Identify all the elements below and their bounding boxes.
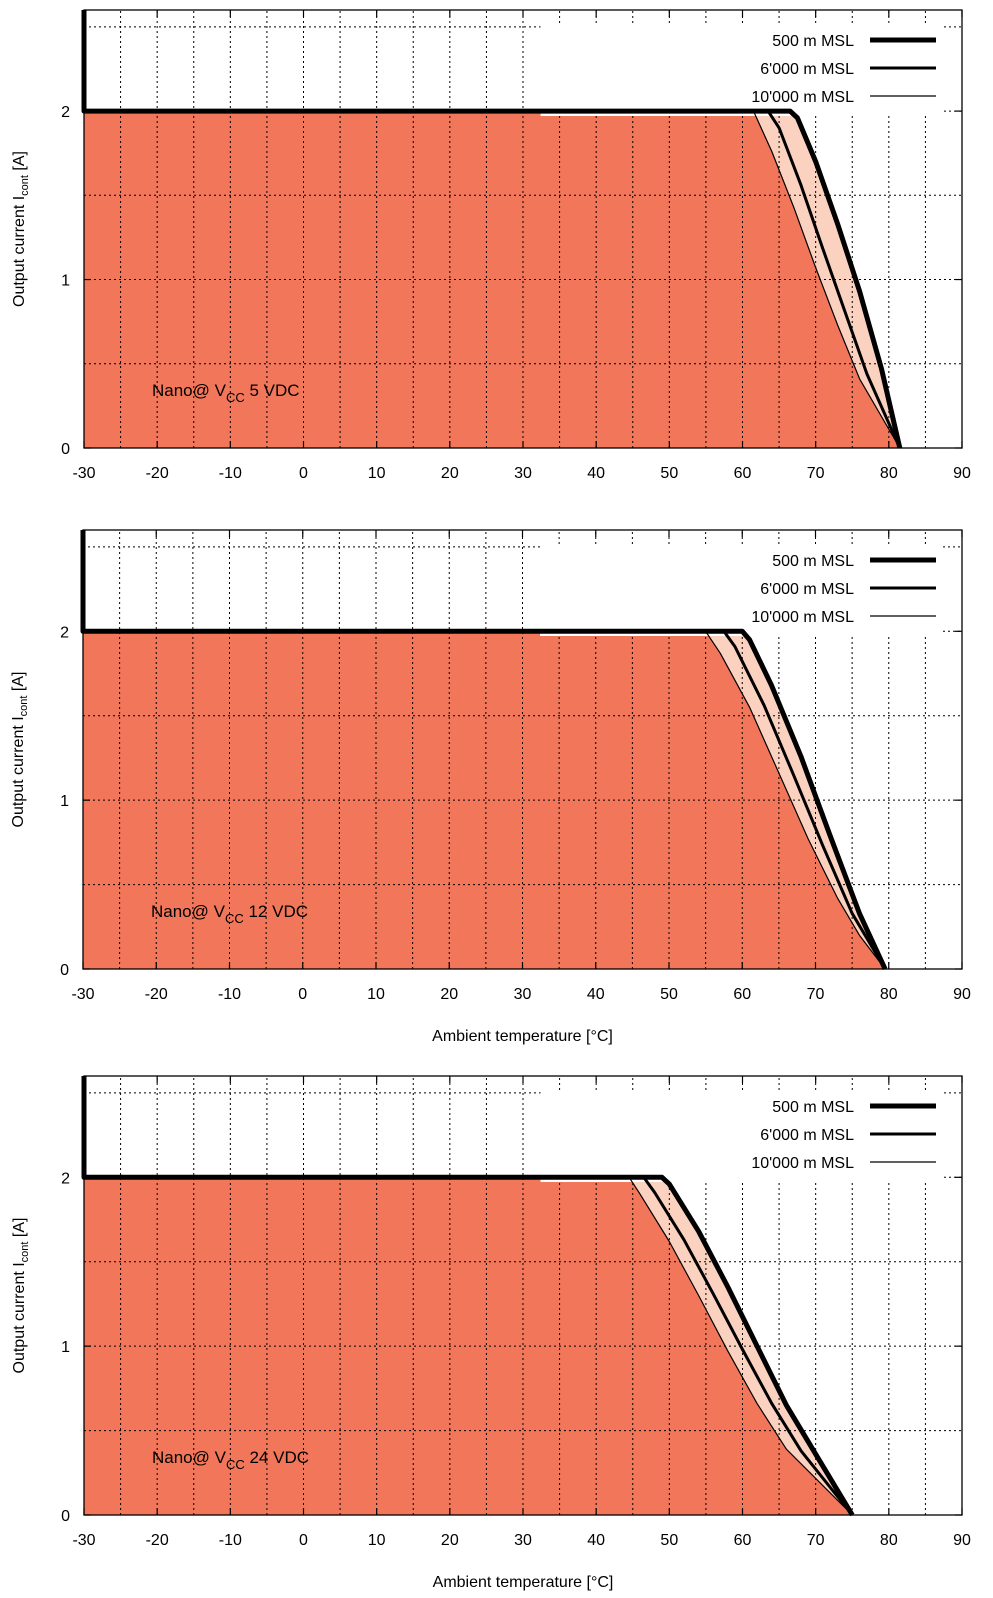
- x-tick-label: -10: [218, 986, 241, 1003]
- y-axis-title: Output current Icont [A]: [10, 672, 30, 828]
- x-tick-label: 40: [587, 986, 605, 1003]
- voltage-annotation: Nano@ VCC 24 VDC: [152, 1448, 309, 1472]
- x-tick-label: 40: [587, 1532, 605, 1549]
- legend-2: 500 m MSL 6'000 m MSL 10'000 m MSL: [540, 544, 942, 636]
- voltage-annotation: Nano@ VCC 12 VDC: [151, 902, 308, 926]
- y-axis-title-sub: cont: [19, 175, 31, 196]
- x-tick-label: -30: [72, 1532, 95, 1549]
- y-tick-label: 1: [61, 1339, 70, 1356]
- annotation-suffix: 5 VDC: [245, 381, 300, 400]
- y-axis-title-text: Output current I: [10, 716, 27, 827]
- x-tick-label: -20: [146, 465, 169, 482]
- y-axis-title-text: Output current I: [11, 1262, 28, 1373]
- annotation-subscript: CC: [226, 390, 245, 405]
- legend-label-2: 6'000 m MSL: [760, 61, 854, 78]
- legend-label-3: 10'000 m MSL: [751, 1155, 854, 1172]
- y-axis-title-unit: [A]: [10, 672, 27, 696]
- x-tick-label: 30: [514, 986, 532, 1003]
- series-line-2: [83, 629, 887, 970]
- legend-label-2: 6'000 m MSL: [760, 581, 854, 598]
- x-tick-label: 50: [660, 1532, 678, 1549]
- x-tick-label: -20: [145, 986, 168, 1003]
- series-line-2: [84, 109, 902, 449]
- legend-3: 500 m MSL 6'000 m MSL 10'000 m MSL: [540, 1090, 942, 1182]
- y-tick-label: 2: [61, 1170, 70, 1187]
- y-axis-title-unit: [A]: [11, 151, 28, 175]
- annotation-suffix: 24 VDC: [245, 1448, 309, 1467]
- x-tick-label: -10: [219, 465, 242, 482]
- y-axis-title: Output current Icont [A]: [11, 151, 31, 307]
- chart-2: 500 m MSL 6'000 m MSL 10'000 m MSL -30 -20 -1…: [10, 529, 971, 1045]
- y-tick-label: 1: [61, 273, 70, 290]
- x-tick-label: -30: [71, 986, 94, 1003]
- y-axis-title-sub: cont: [18, 696, 30, 717]
- x-tick-label: 20: [441, 465, 459, 482]
- annotation-prefix: Nano@ V: [152, 1448, 227, 1467]
- x-tick-label: 60: [733, 986, 751, 1003]
- x-tick-label: 60: [734, 465, 752, 482]
- annotation-suffix: 12 VDC: [244, 902, 308, 921]
- chart-3: 500 m MSL 6'000 m MSL 10'000 m MSL -30 -20 -1…: [11, 1075, 971, 1591]
- x-tick-label: 0: [299, 465, 308, 482]
- x-tick-label: 0: [298, 986, 307, 1003]
- legend-label-3: 10'000 m MSL: [751, 609, 854, 626]
- x-tick-label: -30: [72, 465, 95, 482]
- x-tick-label: 10: [368, 1532, 386, 1549]
- x-tick-label: 20: [440, 986, 458, 1003]
- legend-label-1: 500 m MSL: [772, 553, 854, 570]
- y-axis-title-unit: [A]: [11, 1218, 28, 1242]
- x-tick-label: 50: [660, 986, 678, 1003]
- legend-label-1: 500 m MSL: [772, 33, 854, 50]
- x-tick-label: 90: [953, 465, 971, 482]
- series-line-2: [84, 1175, 854, 1516]
- x-tick-label: 70: [807, 1532, 825, 1549]
- x-axis-title: Ambient temperature [°C]: [432, 1028, 613, 1045]
- x-tick-label: 40: [587, 465, 605, 482]
- legend-label-3: 10'000 m MSL: [751, 89, 854, 106]
- y-tick-label: 2: [61, 104, 70, 121]
- x-tick-label: 10: [367, 986, 385, 1003]
- y-tick-label: 0: [61, 441, 70, 458]
- x-tick-label: 50: [660, 465, 678, 482]
- voltage-annotation: Nano@ VCC 5 VDC: [152, 381, 300, 405]
- x-tick-label: -20: [146, 1532, 169, 1549]
- chart-1: 500 m MSL 6'000 m MSL 10'000 m MSL -30 -20 -1…: [11, 9, 971, 482]
- x-tick-label: 60: [734, 1532, 752, 1549]
- x-tick-label: 80: [880, 465, 898, 482]
- y-tick-label: 0: [60, 962, 69, 979]
- y-axis-title-sub: cont: [19, 1242, 31, 1263]
- series-line-3: [84, 110, 901, 449]
- annotation-prefix: Nano@ V: [151, 902, 226, 921]
- y-tick-label: 1: [60, 793, 69, 810]
- annotation-subscript: CC: [226, 1457, 245, 1472]
- x-tick-label: 70: [807, 465, 825, 482]
- x-tick-label: 90: [953, 986, 971, 1003]
- legend-label-1: 500 m MSL: [772, 1099, 854, 1116]
- annotation-subscript: CC: [225, 911, 244, 926]
- x-tick-label: -10: [219, 1532, 242, 1549]
- series-line-3: [84, 1176, 853, 1516]
- x-tick-label: 80: [880, 986, 898, 1003]
- x-tick-label: 0: [299, 1532, 308, 1549]
- x-tick-label: 80: [880, 1532, 898, 1549]
- x-tick-label: 20: [441, 1532, 459, 1549]
- series-line-3: [83, 630, 886, 970]
- x-tick-label: 30: [514, 1532, 532, 1549]
- x-tick-label: 90: [953, 1532, 971, 1549]
- x-tick-label: 10: [368, 465, 386, 482]
- y-tick-label: 0: [61, 1508, 70, 1525]
- legend-label-2: 6'000 m MSL: [760, 1127, 854, 1144]
- y-axis-title-text: Output current I: [11, 196, 28, 307]
- y-axis-title: Output current Icont [A]: [11, 1218, 31, 1374]
- x-axis-title: Ambient temperature [°C]: [433, 1574, 614, 1591]
- legend-1: 500 m MSL 6'000 m MSL 10'000 m MSL: [540, 24, 942, 116]
- x-tick-label: 70: [807, 986, 825, 1003]
- x-tick-label: 30: [514, 465, 532, 482]
- annotation-prefix: Nano@ V: [152, 381, 227, 400]
- y-tick-label: 2: [60, 624, 69, 641]
